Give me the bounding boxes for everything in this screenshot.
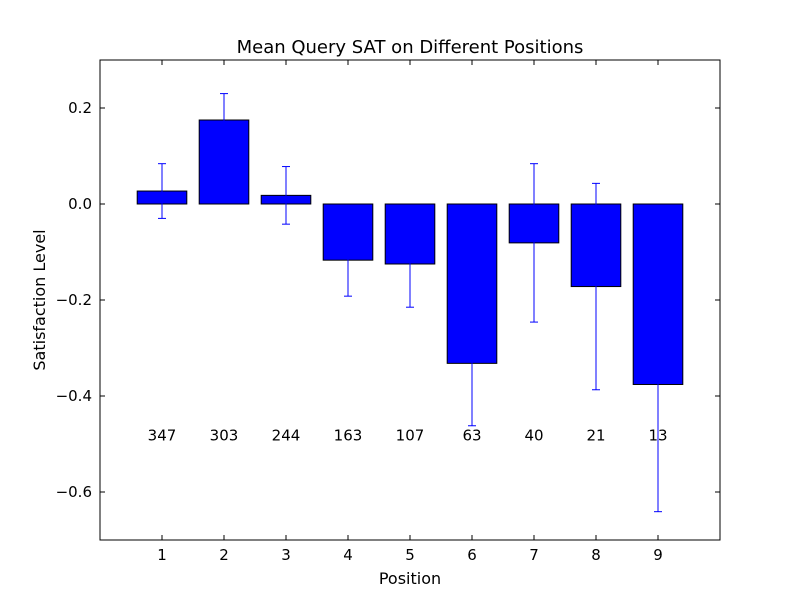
x-axis-label: Position — [379, 569, 441, 588]
x-ticks-group: 1 2 3 4 5 6 7 8 9 — [157, 60, 663, 564]
errorbar-5 — [406, 220, 414, 308]
errorbar-2 — [220, 93, 228, 147]
y-axis-label: Satisfaction Level — [30, 229, 49, 370]
errorbar-7 — [530, 163, 538, 323]
errorbar-3 — [282, 166, 290, 225]
y-tick-label-2: −0.2 — [56, 291, 92, 309]
count-label-1: 347 — [148, 426, 177, 444]
x-tick-label-2: 2 — [219, 546, 229, 564]
y-tick-label-4: −0.6 — [56, 483, 92, 501]
errorbar-8 — [592, 182, 600, 391]
y-tick-label-1: 0.0 — [68, 195, 92, 213]
errorbar-6 — [468, 300, 476, 427]
errorbar-1 — [158, 163, 166, 219]
x-tick-label-5: 5 — [405, 546, 415, 564]
count-label-5: 107 — [396, 426, 425, 444]
x-tick-label-9: 9 — [653, 546, 663, 564]
x-tick-label-3: 3 — [281, 546, 291, 564]
count-label-2: 303 — [210, 426, 239, 444]
count-label-8: 21 — [586, 426, 605, 444]
x-tick-label-8: 8 — [591, 546, 601, 564]
errorbars-group — [158, 93, 662, 513]
count-label-9: 13 — [648, 426, 667, 444]
x-tick-label-6: 6 — [467, 546, 477, 564]
y-ticks-group: 0.2 0.0 −0.2 −0.4 −0.6 — [56, 99, 720, 501]
count-label-4: 163 — [334, 426, 363, 444]
count-label-3: 244 — [272, 426, 301, 444]
x-tick-label-4: 4 — [343, 546, 353, 564]
chart-title: Mean Query SAT on Different Positions — [237, 37, 584, 58]
errorbar-4 — [344, 223, 352, 297]
x-tick-label-7: 7 — [529, 546, 539, 564]
y-tick-label-0: 0.2 — [68, 99, 92, 117]
x-tick-label-1: 1 — [157, 546, 167, 564]
count-label-6: 63 — [462, 426, 481, 444]
count-label-7: 40 — [524, 426, 543, 444]
y-tick-label-3: −0.4 — [56, 387, 92, 405]
errorbar-9 — [654, 256, 662, 513]
count-labels-group: 347 303 244 163 107 63 40 21 13 — [148, 426, 668, 444]
bars-group — [136, 119, 684, 385]
